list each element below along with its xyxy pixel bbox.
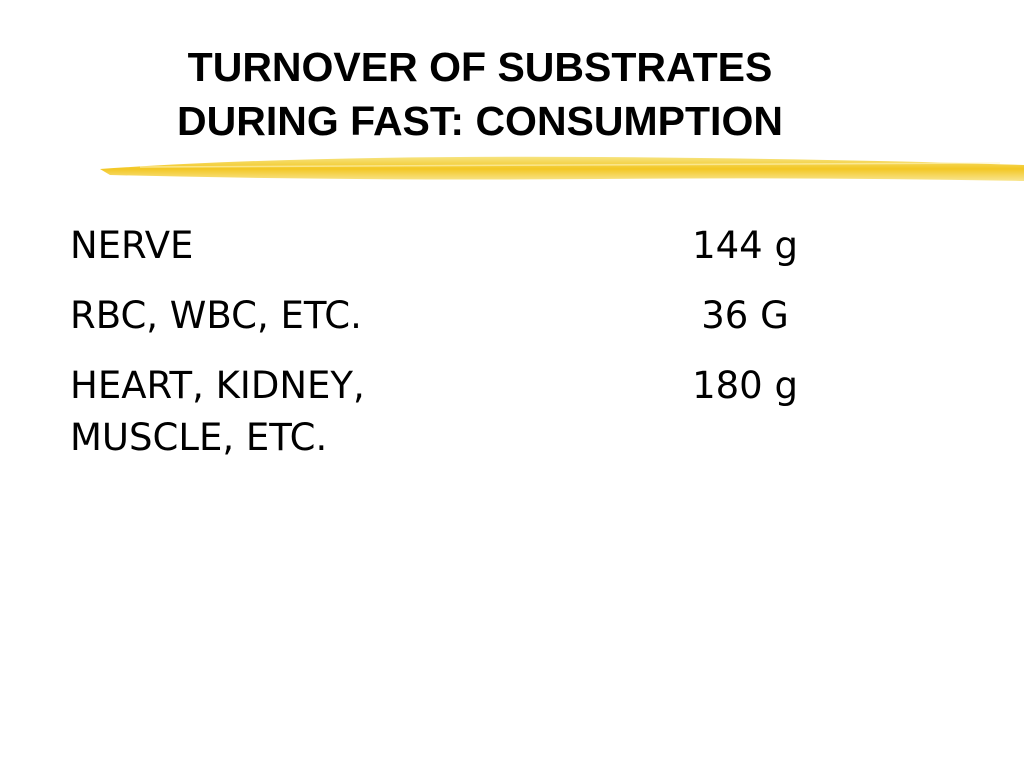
row-label: RBC, WBC, ETC.: [70, 290, 970, 342]
table-row: HEART, KIDNEY, MUSCLE, ETC. 180 g: [70, 360, 970, 464]
title-line: TURNOVER OF SUBSTRATES: [187, 44, 773, 90]
label-line: RBC, WBC, ETC.: [70, 294, 362, 337]
title-line: DURING FAST: CONSUMPTION: [177, 98, 783, 144]
label-line: HEART, KIDNEY,: [70, 364, 365, 407]
highlight-stroke: [100, 156, 1024, 181]
table-row: RBC, WBC, ETC. 36 G: [70, 290, 970, 342]
consumption-table: NERVE 144 g RBC, WBC, ETC. 36 G HEART, KIDNE…: [70, 220, 970, 482]
row-value: 180 g: [692, 364, 798, 407]
label-line: NERVE: [70, 224, 194, 267]
row-value: 144 g: [692, 224, 798, 267]
row-label: NERVE: [70, 220, 970, 272]
slide-title: TURNOVER OF SUBSTRATES DURING FAST: CONSU…: [0, 40, 960, 148]
label-line: MUSCLE, ETC.: [70, 416, 328, 459]
table-row: NERVE 144 g: [70, 220, 970, 272]
row-value: 36 G: [701, 294, 789, 337]
row-label: HEART, KIDNEY, MUSCLE, ETC.: [70, 360, 970, 464]
